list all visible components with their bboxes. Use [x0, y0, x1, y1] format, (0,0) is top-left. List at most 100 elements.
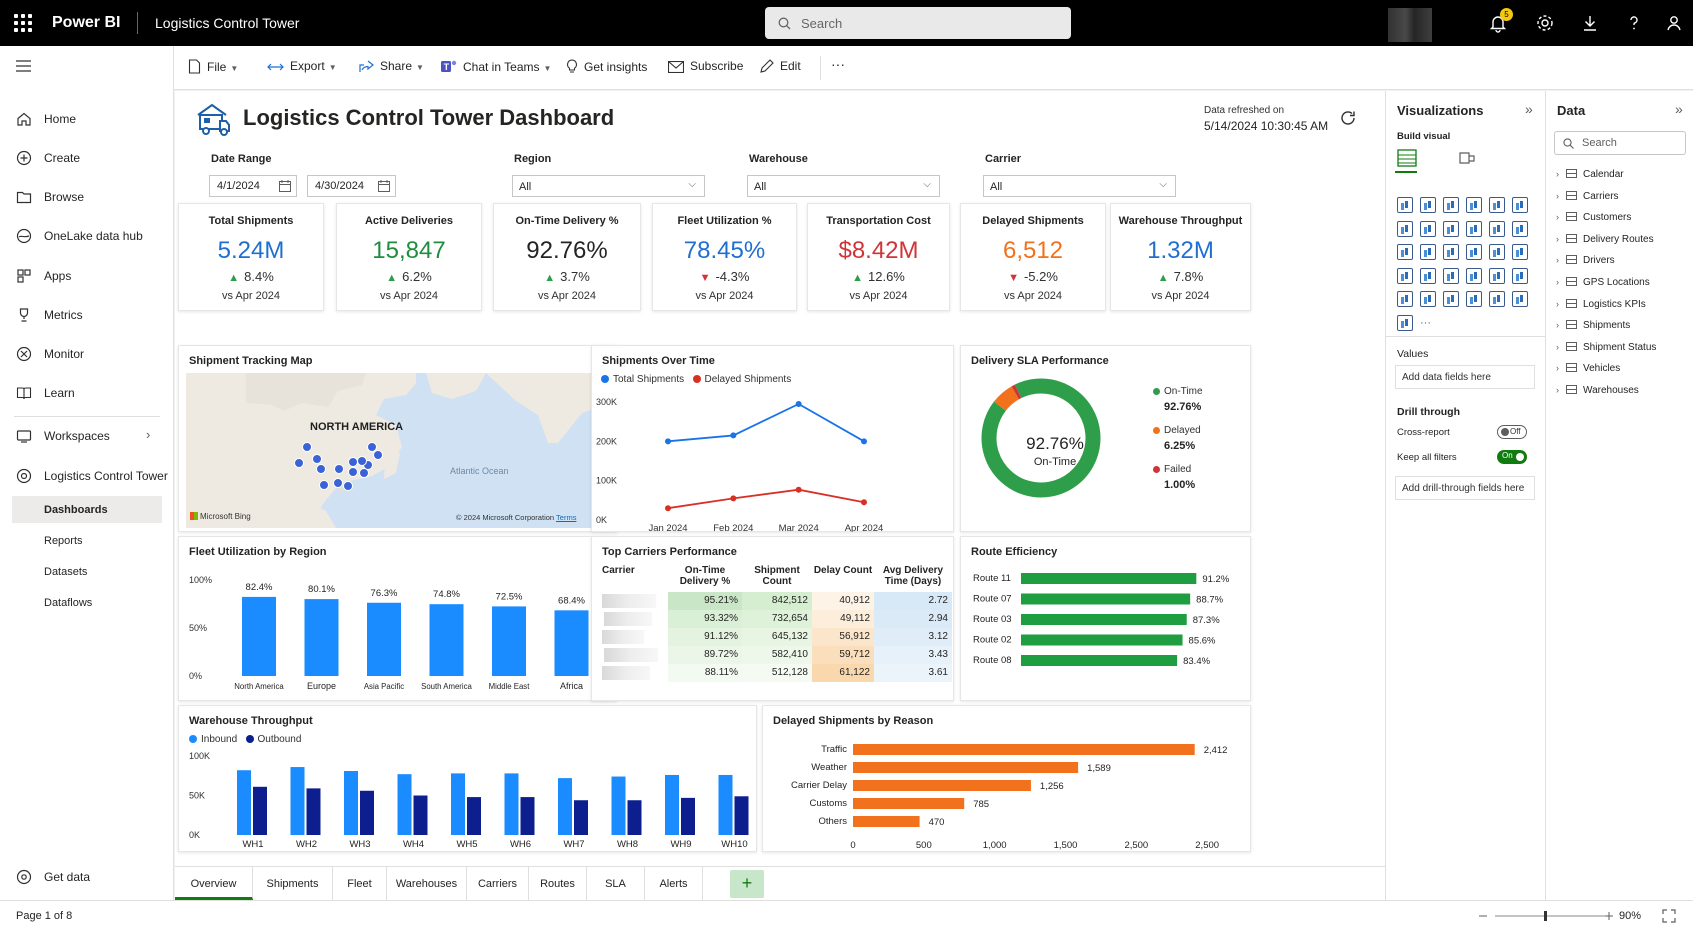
tab-shipments[interactable]: Shipments: [253, 867, 333, 900]
nav-item-learn[interactable]: Learn: [0, 379, 174, 407]
calendar-icon[interactable]: [378, 180, 390, 192]
brand-name[interactable]: Power BI: [52, 14, 121, 31]
column-chart[interactable]: 0% 50% 100% 82.4% North America 80.1% Europe 76…: [179, 561, 616, 701]
visual-type-icon[interactable]: [1489, 291, 1505, 307]
date-to-input[interactable]: 4/30/2024: [307, 175, 396, 197]
subscribe-button[interactable]: Subscribe: [667, 59, 743, 79]
visual-type-icon[interactable]: [1420, 220, 1436, 237]
visual-type-icon[interactable]: [1512, 197, 1528, 213]
tab-fleet[interactable]: Fleet: [333, 867, 387, 900]
data-table-item[interactable]: › Logistics KPIs: [1556, 298, 1646, 317]
tab-sla[interactable]: SLA: [587, 867, 645, 900]
delayed-by-reason-visual[interactable]: Delayed Shipments by Reason Traffic 2,412…: [762, 705, 1251, 852]
nav-sub-dashboards[interactable]: Dashboards: [12, 496, 162, 523]
visual-type-icon[interactable]: [1420, 291, 1436, 307]
format-visual-icon[interactable]: [1457, 149, 1477, 167]
build-visual-icon[interactable]: [1397, 149, 1417, 167]
visual-type-icon[interactable]: [1420, 197, 1436, 213]
visual-type-icon[interactable]: [1489, 244, 1505, 260]
tab-alerts[interactable]: Alerts: [645, 867, 703, 900]
gear-icon[interactable]: [1535, 13, 1555, 33]
visual-type-icon[interactable]: [1420, 267, 1436, 284]
tab-carriers[interactable]: Carriers: [467, 867, 529, 900]
nav-sub-reports[interactable]: Reports: [12, 527, 162, 554]
route-efficiency-visual[interactable]: Route Efficiency Route 11 91.2% Route 07 88…: [960, 536, 1251, 701]
nav-item-browse[interactable]: Browse: [0, 183, 174, 211]
data-table-item[interactable]: › Shipment Status: [1556, 341, 1656, 360]
values-drop-field[interactable]: Add data fields here: [1395, 365, 1535, 389]
visual-type-icon[interactable]: [1489, 197, 1505, 213]
visual-type-icon[interactable]: [1397, 267, 1413, 284]
nav-item-apps[interactable]: Apps: [0, 262, 174, 290]
nav-item-monitor[interactable]: Monitor: [0, 340, 174, 368]
chat-in-teams-button[interactable]: T Chat in Teams ▼: [441, 59, 551, 79]
visual-type-icon[interactable]: [1397, 220, 1413, 237]
download-icon[interactable]: [1580, 13, 1600, 33]
visual-type-icon[interactable]: [1443, 291, 1459, 307]
visual-type-icon[interactable]: [1397, 314, 1413, 331]
kpi-card[interactable]: Fleet Utilization % 78.45% ▼ -4.3% vs Apr 20…: [652, 203, 797, 311]
collapse-icon[interactable]: »: [1525, 101, 1533, 117]
nav-item-metrics[interactable]: Metrics: [0, 301, 174, 329]
visual-type-icon[interactable]: [1397, 197, 1413, 213]
visual-type-icon[interactable]: [1512, 267, 1528, 284]
visual-type-icon[interactable]: [1466, 244, 1482, 260]
data-table-item[interactable]: › Drivers: [1556, 255, 1615, 273]
map-terms-link[interactable]: Terms: [556, 513, 577, 522]
table-row[interactable]: 91.12% 645,132 56,912 3.12: [598, 628, 976, 646]
more-options-button[interactable]: ···: [831, 56, 845, 72]
visual-type-icon[interactable]: [1397, 291, 1413, 307]
tab-routes[interactable]: Routes: [529, 867, 587, 900]
file-button[interactable]: File ▼: [188, 59, 238, 79]
data-table-item[interactable]: › Warehouses: [1556, 385, 1639, 403]
tab-overview[interactable]: Overview: [175, 867, 253, 900]
route-bar-chart[interactable]: Route 11 91.2% Route 07 88.7% Route 03 87.3% R…: [961, 559, 1250, 699]
global-search-input[interactable]: Search: [765, 7, 1071, 39]
nav-item-workspaces[interactable]: Workspaces ›: [0, 422, 174, 450]
kpi-card[interactable]: On-Time Delivery % 92.76% ▲ 3.7% vs Apr 2024: [493, 203, 641, 311]
donut-chart[interactable]: [975, 372, 1135, 532]
share-button[interactable]: Share ▼: [359, 59, 424, 79]
more-visuals-button[interactable]: ···: [1420, 316, 1431, 329]
calendar-icon[interactable]: [279, 180, 291, 192]
hamburger-menu-icon[interactable]: [16, 60, 31, 72]
delivery-sla-visual[interactable]: Delivery SLA Performance 92.76% On-Time …: [960, 345, 1251, 532]
visual-type-icon[interactable]: [1512, 220, 1528, 237]
nav-item-home[interactable]: Home: [0, 105, 174, 133]
visual-type-icon[interactable]: [1420, 244, 1436, 260]
data-table-item[interactable]: › Customers: [1556, 212, 1631, 230]
data-table-item[interactable]: › Shipments: [1556, 320, 1630, 338]
fit-to-page-icon[interactable]: [1662, 909, 1676, 923]
visual-type-icon[interactable]: [1466, 197, 1482, 213]
avatar[interactable]: [1388, 8, 1432, 42]
warehouse-dropdown[interactable]: All ⌵: [747, 175, 940, 197]
table-row[interactable]: 89.72% 582,410 59,712 3.43: [598, 646, 976, 664]
reason-bar-chart[interactable]: Traffic 2,412 Weather 1,589 Carrier Delay 1,2…: [763, 726, 1250, 851]
line-chart[interactable]: 0K 100K 200K 300K Jan 2024 Feb 2024 Mar 2024 Ap…: [592, 382, 953, 532]
date-from-input[interactable]: 4/1/2024: [209, 175, 297, 197]
top-carriers-visual[interactable]: Top Carriers Performance Carrier On-Time …: [591, 536, 954, 701]
fleet-utilization-visual[interactable]: Fleet Utilization by Region 0% 50% 100% 82.…: [178, 536, 617, 701]
nav-item-logistics-workspace[interactable]: Logistics Control Tower: [0, 462, 174, 490]
visual-type-icon[interactable]: [1489, 220, 1505, 237]
kpi-card[interactable]: Warehouse Throughput 1.32M ▲ 7.8% vs Apr 202…: [1110, 203, 1251, 311]
data-search-input[interactable]: Search: [1554, 131, 1686, 155]
data-table-item[interactable]: › Calendar: [1556, 169, 1624, 187]
shipments-over-time-visual[interactable]: Shipments Over Time Total Shipments Dela…: [591, 345, 954, 532]
table-row[interactable]: 88.11% 512,128 61,122 3.61: [598, 664, 976, 682]
nav-sub-datasets[interactable]: Datasets: [12, 558, 162, 585]
nav-item-get-data[interactable]: Get data: [0, 863, 174, 891]
data-table-item[interactable]: › Vehicles: [1556, 363, 1620, 381]
cross-report-toggle[interactable]: Off: [1497, 425, 1527, 439]
refresh-icon[interactable]: [1339, 109, 1357, 127]
tab-warehouses[interactable]: Warehouses: [387, 867, 467, 900]
data-table-item[interactable]: › Carriers: [1556, 190, 1619, 209]
kpi-card[interactable]: Transportation Cost $8.42M ▲ 12.6% vs Apr 20…: [807, 203, 950, 311]
kpi-card[interactable]: Delayed Shipments 6,512 ▼ -5.2% vs Apr 2024: [960, 203, 1106, 311]
collapse-icon[interactable]: »: [1675, 101, 1683, 117]
visual-type-icon[interactable]: [1397, 244, 1413, 260]
visual-type-icon[interactable]: [1443, 197, 1459, 213]
table-row[interactable]: 93.32% 732,654 49,112 2.94: [598, 610, 976, 628]
table-row[interactable]: 95.21% 842,512 40,912 2.72: [598, 592, 976, 610]
drill-through-drop-field[interactable]: Add drill-through fields here: [1395, 476, 1535, 500]
